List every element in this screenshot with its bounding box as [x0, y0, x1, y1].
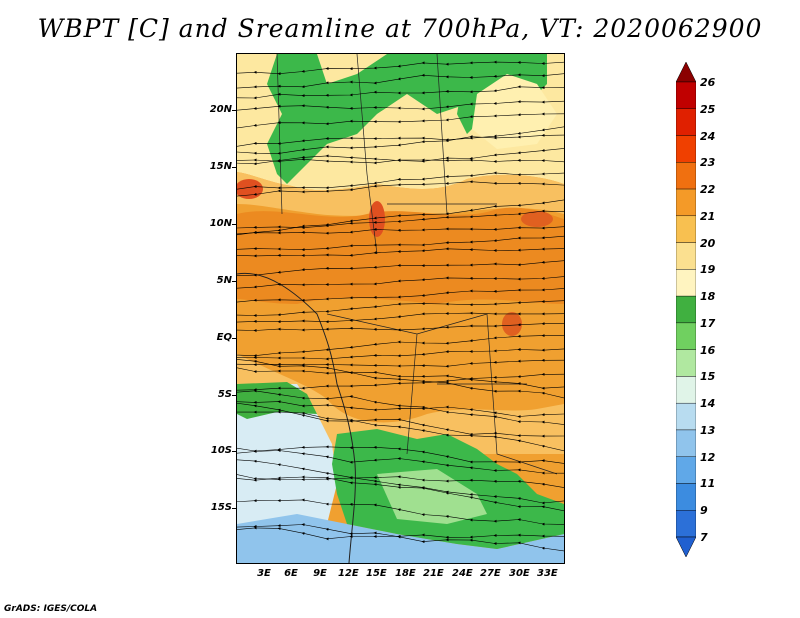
lat-label: 5S [217, 389, 232, 400]
colorbar-label: 21 [700, 209, 716, 223]
colorbar-label: 16 [700, 343, 716, 357]
colorbar-segment [676, 402, 696, 431]
colorbar-label: 14 [700, 397, 716, 411]
colorbar-segment [676, 215, 696, 243]
streamline [237, 288, 564, 303]
colorbar-label: 17 [700, 316, 716, 330]
colorbar-label: 13 [700, 423, 716, 437]
lat-label: 15N [209, 161, 232, 172]
colorbar-segment [676, 376, 696, 404]
map-fields [237, 54, 564, 563]
streamline [237, 347, 564, 361]
lon-label: 15E [366, 568, 387, 579]
colorbar-label: 12 [700, 450, 716, 464]
streamline [237, 276, 564, 289]
lon-label: 21E [423, 568, 444, 579]
colorbar-segment [676, 135, 696, 163]
streamlines [237, 60, 564, 552]
colorbar-label: 7 [700, 531, 708, 544]
colorbar-label: 19 [700, 263, 716, 277]
streamline [237, 60, 564, 76]
colorbar-segment [676, 188, 696, 217]
streamline [237, 85, 564, 100]
lon-label: 9E [313, 568, 327, 579]
colorbar-segment [676, 242, 696, 270]
streamline [237, 311, 564, 324]
colorbar-bottom-arrow [676, 536, 696, 557]
streamline [237, 100, 564, 111]
streamline [237, 322, 564, 332]
streamline [237, 523, 564, 552]
colorbar [676, 62, 696, 557]
field-deep-orange [237, 207, 564, 304]
streamline [237, 247, 564, 258]
lat-label: EQ [216, 332, 232, 343]
lat-label: 5N [216, 275, 232, 286]
streamline [237, 498, 564, 526]
colorbar-label: 24 [700, 129, 716, 143]
lon-label: 3E [257, 568, 271, 579]
lon-label: 24E [452, 568, 473, 579]
lat-label: 10S [210, 445, 232, 456]
colorbar-segment [676, 322, 696, 350]
colorbar-top-arrow [676, 62, 696, 83]
streamline [237, 180, 564, 197]
streamline [237, 410, 564, 452]
lon-label: 18E [395, 568, 416, 579]
lat-label: 10N [209, 218, 232, 229]
colorbar-segment [676, 483, 696, 511]
lat-label: 15S [210, 502, 232, 513]
colorbar-segment [676, 510, 696, 538]
colorbar-label: 23 [700, 156, 716, 170]
lon-label: 27E [480, 568, 501, 579]
lat-label: 20N [209, 104, 232, 115]
colorbar-segment [676, 81, 696, 109]
colorbar-label: 11 [700, 477, 716, 491]
colorbar-segment [676, 456, 696, 484]
lon-label: 6E [284, 568, 298, 579]
colorbar-segment [676, 108, 696, 136]
streamline [237, 112, 564, 129]
streamline [237, 157, 564, 165]
lon-label: 33E [537, 568, 558, 579]
field-hotspot-south [502, 312, 522, 336]
colorbar-label: 18 [700, 290, 716, 304]
credit-text: GrADS: IGES/COLA [4, 604, 98, 614]
colorbar-label: 25 [700, 102, 716, 116]
lon-label: 30E [509, 568, 530, 579]
colorbar-label: 15 [700, 370, 716, 384]
streamline [237, 226, 564, 235]
colorbar-label: 9 [700, 504, 708, 518]
colorbar-segment [676, 349, 696, 377]
streamline [237, 260, 564, 277]
chart-title: WBPT [C] and Sreamline at 700hPa, VT: 20… [37, 14, 763, 43]
lon-label: 12E [338, 568, 359, 579]
colorbar-segment [676, 269, 696, 297]
colorbar-segment [676, 162, 696, 190]
colorbar-label: 26 [700, 76, 716, 89]
colorbar-label: 20 [700, 236, 716, 250]
colorbar-segment [676, 429, 696, 457]
colorbar-label: 22 [700, 183, 716, 197]
map-panel [236, 53, 565, 564]
colorbar-segment [676, 295, 696, 324]
